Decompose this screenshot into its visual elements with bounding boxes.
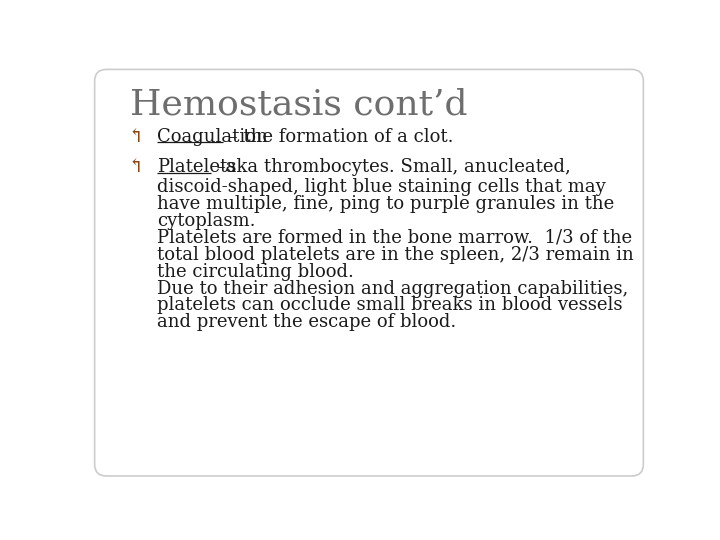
Text: have multiple, fine, ping to purple granules in the: have multiple, fine, ping to purple gran… [157, 195, 614, 213]
Text: Due to their adhesion and aggregation capabilities,: Due to their adhesion and aggregation ca… [157, 280, 628, 298]
Text: –aka thrombocytes. Small, anucleated,: –aka thrombocytes. Small, anucleated, [211, 158, 571, 177]
Text: Coagulation: Coagulation [157, 128, 267, 146]
Text: ↰: ↰ [127, 158, 143, 177]
Text: Platelets: Platelets [157, 158, 236, 177]
Text: discoid-shaped, light blue staining cells that may: discoid-shaped, light blue staining cell… [157, 178, 606, 196]
Text: – the formation of a clot.: – the formation of a clot. [223, 128, 454, 146]
Text: Platelets are formed in the bone marrow.  1/3 of the: Platelets are formed in the bone marrow.… [157, 229, 631, 247]
Text: Hemostasis cont’d: Hemostasis cont’d [130, 88, 468, 122]
Text: total blood platelets are in the spleen, 2/3 remain in: total blood platelets are in the spleen,… [157, 246, 634, 264]
Text: cytoplasm.: cytoplasm. [157, 212, 255, 230]
FancyBboxPatch shape [94, 70, 644, 476]
Text: platelets can occlude small breaks in blood vessels: platelets can occlude small breaks in bl… [157, 296, 622, 314]
Text: the circulating blood.: the circulating blood. [157, 262, 354, 281]
Text: and prevent the escape of blood.: and prevent the escape of blood. [157, 313, 456, 332]
Text: ↰: ↰ [127, 128, 143, 146]
